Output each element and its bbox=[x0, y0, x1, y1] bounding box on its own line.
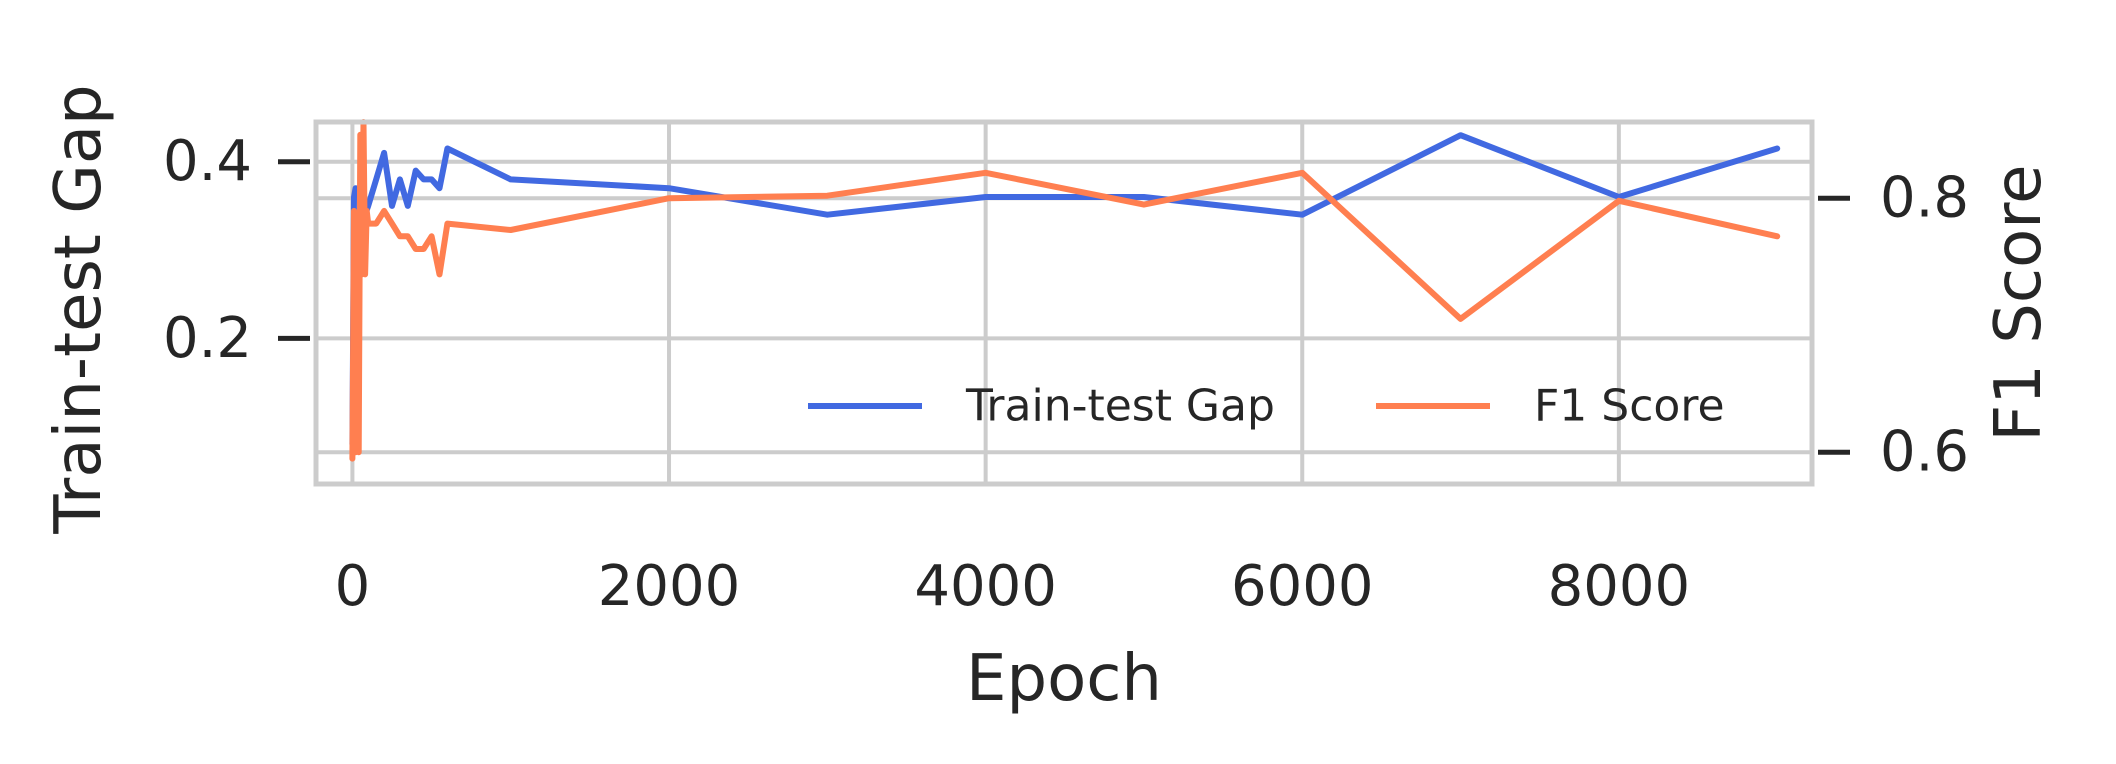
legend-label-train-test-gap: Train-test Gap bbox=[965, 381, 1275, 432]
left-y-tick-label: 0.2 bbox=[163, 306, 252, 371]
x-tick-label: 8000 bbox=[1548, 554, 1691, 619]
x-tick-label: 2000 bbox=[598, 554, 741, 619]
right-y-axis-title: F1 Score bbox=[1982, 164, 2056, 441]
right-y-tick-label: 0.8 bbox=[1880, 166, 1969, 231]
ticks: 0 2000 4000 6000 8000 0.2 0.4 0.6 0.8 bbox=[163, 129, 1969, 619]
left-y-tick-label: 0.4 bbox=[163, 129, 252, 194]
legend: Train-test Gap F1 Score bbox=[808, 381, 1725, 432]
legend-label-f1-score: F1 Score bbox=[1534, 381, 1725, 432]
right-y-tick-label: 0.6 bbox=[1880, 420, 1969, 485]
x-tick-label: 0 bbox=[335, 554, 371, 619]
x-tick-label: 6000 bbox=[1231, 554, 1374, 619]
x-tick-label: 4000 bbox=[914, 554, 1057, 619]
x-axis-title: Epoch bbox=[966, 642, 1162, 716]
left-y-axis-title: Train-test Gap bbox=[42, 84, 116, 534]
